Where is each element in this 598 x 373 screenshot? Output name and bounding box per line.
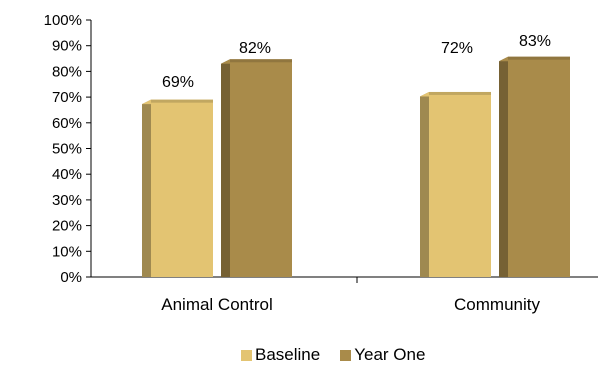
y-tick-label: 80%	[52, 63, 82, 80]
y-tick-label: 60%	[52, 115, 82, 132]
bar-side-face	[420, 91, 429, 278]
bar-front-face	[508, 58, 570, 277]
y-tick-label: 50%	[52, 141, 82, 158]
legend-label-year-one: Year One	[354, 345, 426, 364]
y-tick-label: 40%	[52, 166, 82, 183]
data-label: 72%	[441, 40, 473, 57]
y-tick-label: 90%	[52, 38, 82, 55]
bar-baseline-community	[420, 91, 491, 278]
y-tick-label: 10%	[52, 243, 82, 260]
bar-top-edge	[151, 99, 213, 103]
bar-year-one-animal-control	[221, 59, 292, 278]
legend-label-baseline: Baseline	[255, 345, 321, 364]
bar-front-face	[230, 61, 292, 278]
y-tick-label: 100%	[44, 12, 82, 29]
x-category-label: Animal Control	[161, 295, 273, 314]
data-label: 82%	[239, 40, 271, 57]
bar-front-face	[151, 101, 213, 277]
data-label: 83%	[519, 33, 551, 50]
bar-top-edge	[508, 56, 570, 60]
bar-year-one-community	[499, 56, 570, 277]
labels: 0% 10% 20% 30% 40% 50% 60% 70% 80% 90% 100% Animal …	[44, 12, 551, 314]
bars	[142, 56, 570, 278]
legend-item-baseline: Baseline	[241, 345, 320, 365]
y-tick-label: 0%	[60, 269, 82, 286]
bar-top-edge	[230, 59, 292, 63]
legend: Baseline Year One	[241, 345, 425, 365]
bar-front-face	[429, 93, 491, 278]
bar-side-face	[142, 99, 151, 277]
legend-swatch-baseline	[241, 349, 252, 361]
bar-side-face	[221, 59, 230, 278]
bar-side-face	[499, 56, 508, 277]
bar-baseline-animal-control	[142, 99, 213, 277]
bar-top-edge	[429, 91, 491, 95]
legend-item-year-one: Year One	[340, 345, 425, 365]
legend-swatch-year-one	[340, 349, 352, 361]
y-tick-label: 30%	[52, 192, 82, 209]
y-tick-label: 20%	[52, 218, 82, 235]
x-category-label: Community	[454, 295, 540, 314]
y-tick-label: 70%	[52, 89, 82, 106]
data-label: 69%	[162, 74, 194, 91]
